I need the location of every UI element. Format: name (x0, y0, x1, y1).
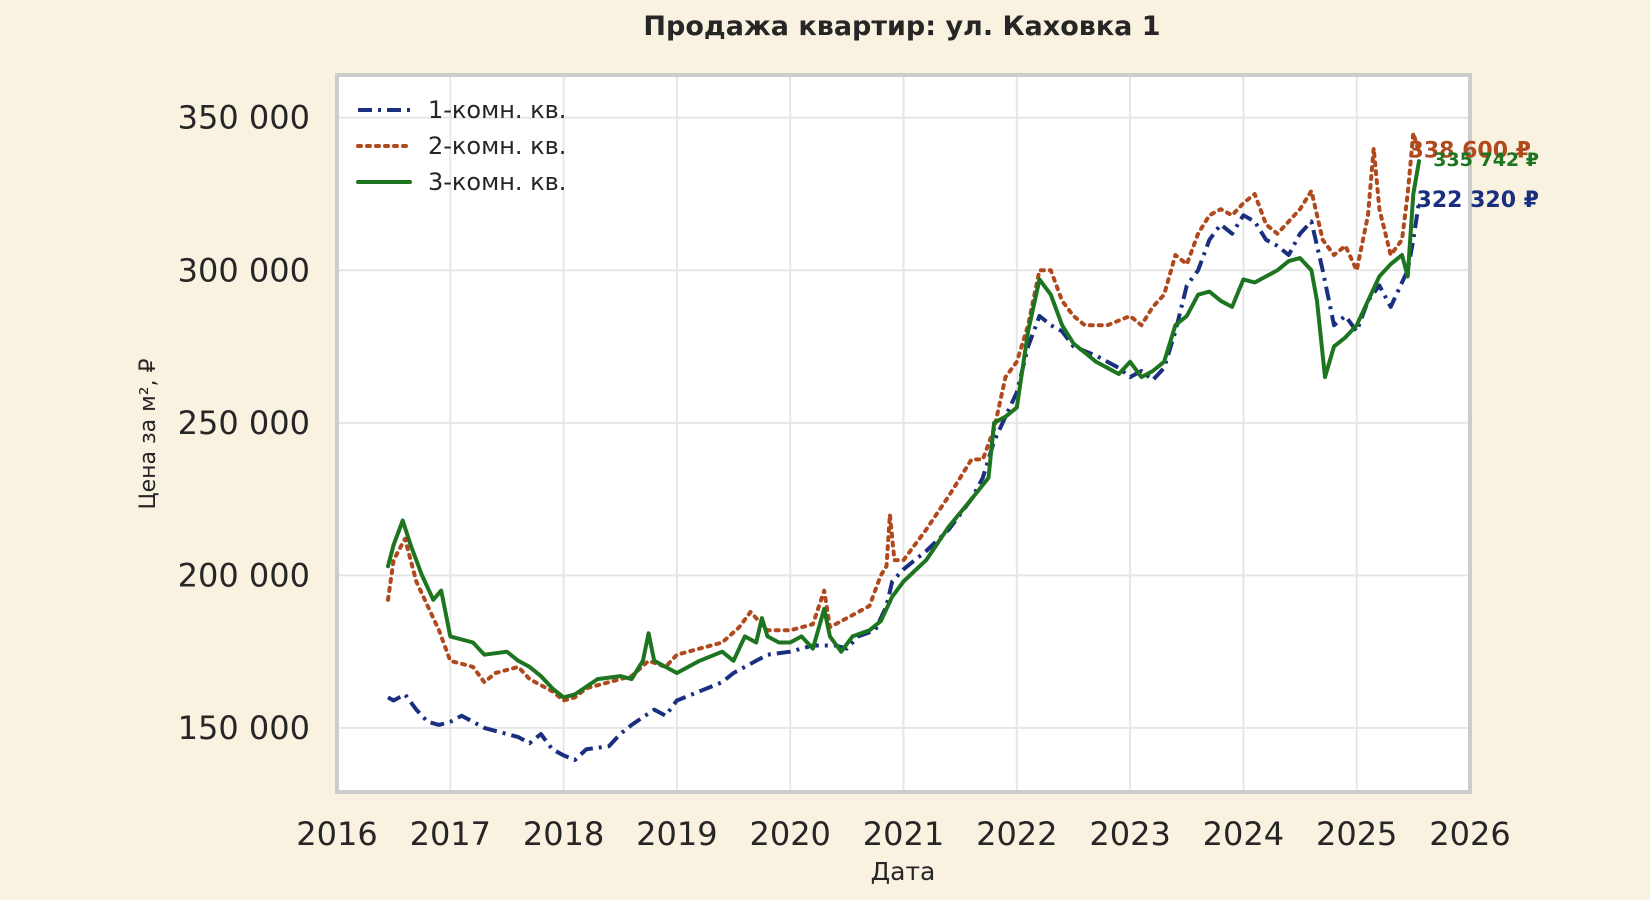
x-tick-label: 2017 (410, 815, 491, 853)
series-end-label: 335 742 ₽ (1433, 149, 1539, 171)
y-tick-label: 300 000 (178, 251, 310, 289)
x-axis-ticks: 2016 2017 2018 2019 2020 2021 2022 2023 2024 2025… (296, 815, 1510, 853)
legend: 1-комн. кв. 2-комн. кв. 3-комн. кв. (356, 96, 566, 196)
x-tick-label: 2026 (1429, 815, 1510, 853)
end-labels: 322 320 ₽ 338 600 ₽335 742 ₽ (1409, 138, 1539, 213)
x-tick-label: 2019 (636, 815, 717, 853)
chart-title: Продажа квартир: ул. Каховка 1 (643, 11, 1160, 42)
legend-label: 3-комн. кв. (428, 168, 566, 196)
grid-lines (337, 75, 1470, 792)
x-tick-label: 2016 (296, 815, 377, 853)
x-tick-label: 2022 (976, 815, 1057, 853)
series-end-label: 338 600 ₽ (1409, 138, 1531, 163)
x-tick-label: 2024 (1203, 815, 1284, 853)
y-tick-label: 250 000 (178, 404, 310, 442)
series-line-3 (386, 159, 1421, 700)
x-axis-title: Дата (871, 857, 936, 886)
y-tick-label: 200 000 (178, 556, 310, 594)
y-tick-label: 150 000 (178, 709, 310, 747)
x-tick-label: 2020 (749, 815, 830, 853)
series-line-2 (386, 131, 1421, 703)
series-line-1 (387, 201, 1421, 762)
legend-label: 2-комн. кв. (428, 132, 566, 160)
x-tick-label: 2023 (1089, 815, 1170, 853)
y-axis-ticks: 150 000 200 000 250 000 300 000 350 000 (178, 99, 310, 747)
x-tick-label: 2018 (523, 815, 604, 853)
series-lines (386, 131, 1421, 762)
series-end-label: 322 320 ₽ (1417, 188, 1539, 213)
x-tick-label: 2025 (1316, 815, 1397, 853)
legend-label: 1-комн. кв. (428, 96, 566, 124)
y-tick-label: 350 000 (178, 99, 310, 137)
x-tick-label: 2021 (863, 815, 944, 853)
plot-frame (335, 73, 1472, 794)
y-axis-title: Цена за м², ₽ (136, 358, 161, 509)
